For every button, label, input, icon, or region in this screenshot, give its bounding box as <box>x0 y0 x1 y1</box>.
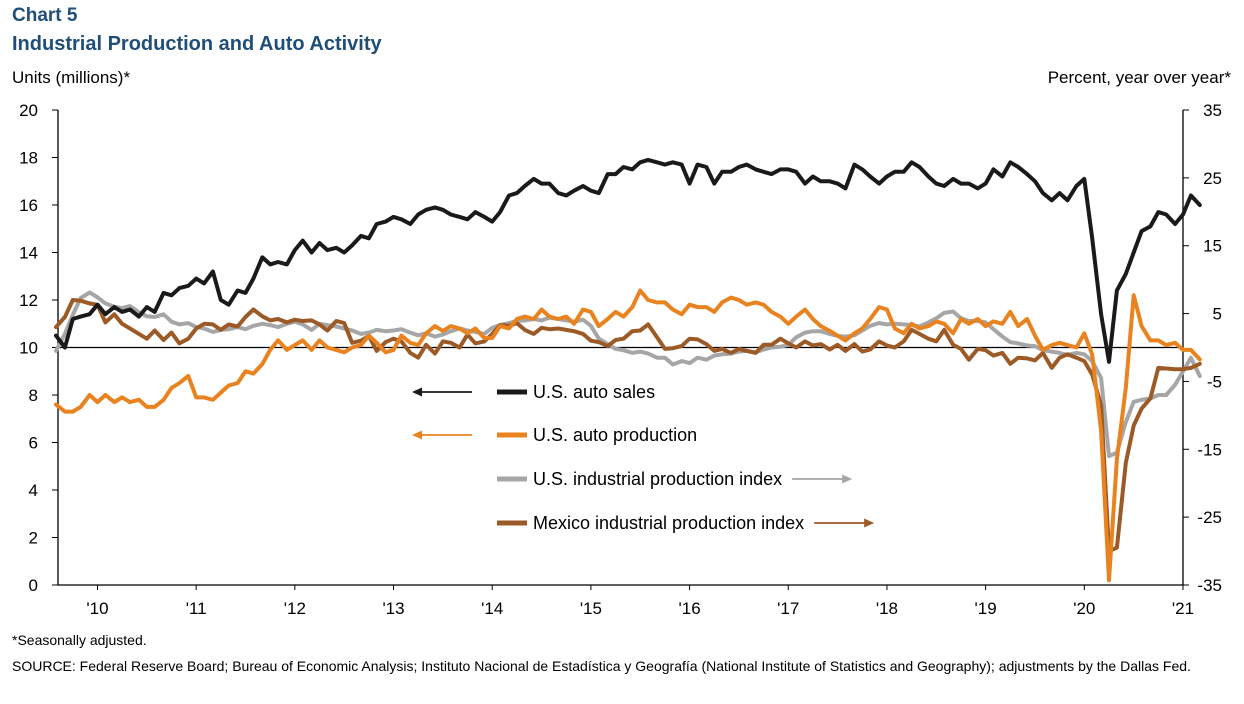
legend-arrowhead-mexico-industrial-production-index <box>864 518 875 528</box>
legend-arrowhead-u-s-auto-production <box>412 430 422 440</box>
chart-number: Chart 5 <box>12 5 78 26</box>
right-y-tick-label: 35 <box>1203 101 1222 120</box>
right-y-tick-label: 15 <box>1203 237 1222 256</box>
right-axis-unit-label: Percent, year over year* <box>1047 68 1231 87</box>
series-line-mexico-industrial-production-index <box>54 298 1202 554</box>
right-y-tick-label: -15 <box>1197 440 1222 459</box>
x-tick-label: '17 <box>777 599 799 618</box>
source-note: SOURCE: Federal Reserve Board; Bureau of… <box>12 658 1191 674</box>
left-y-tick-label: 12 <box>19 291 38 310</box>
legend-arrowhead-u-s-auto-sales <box>412 387 422 397</box>
left-y-tick-label: 20 <box>19 101 38 120</box>
x-tick-label: '16 <box>679 599 701 618</box>
x-tick-label: '10 <box>86 599 108 618</box>
left-y-tick-label: 0 <box>29 576 38 595</box>
left-y-tick-label: 10 <box>19 339 38 358</box>
left-y-tick-label: 4 <box>29 481 38 500</box>
left-y-tick-label: 14 <box>19 244 38 263</box>
legend-label-mexico-industrial-production-index: Mexico industrial production index <box>533 513 804 533</box>
x-tick-label: '11 <box>186 599 207 618</box>
x-tick-label: '21 <box>1172 599 1194 618</box>
left-y-tick-label: 18 <box>19 149 38 168</box>
series-line-u-s-auto-sales <box>54 157 1202 364</box>
left-axis-unit-label: Units (millions)* <box>12 68 131 87</box>
legend-label-u-s-auto-sales: U.S. auto sales <box>533 382 655 402</box>
legend-label-u-s-auto-production: U.S. auto production <box>533 425 697 445</box>
x-tick-label: '15 <box>580 599 602 618</box>
left-y-tick-label: 8 <box>29 386 38 405</box>
x-tick-label: '18 <box>876 599 898 618</box>
series-line-u-s-industrial-production-index <box>54 290 1202 459</box>
left-y-tick-label: 16 <box>19 196 38 215</box>
x-tick-label: '14 <box>481 599 503 618</box>
x-tick-label: '12 <box>284 599 306 618</box>
x-tick-label: '19 <box>975 599 997 618</box>
footnote: *Seasonally adjusted. <box>12 632 147 648</box>
series-line-u-s-auto-production <box>54 288 1202 583</box>
legend-label-u-s-industrial-production-index: U.S. industrial production index <box>533 469 782 489</box>
right-y-tick-label: -25 <box>1197 508 1222 527</box>
right-y-tick-label: -5 <box>1207 372 1222 391</box>
right-y-tick-label: -35 <box>1197 576 1222 595</box>
legend-arrowhead-u-s-industrial-production-index <box>842 474 853 484</box>
chart-title: Industrial Production and Auto Activity <box>12 33 382 55</box>
x-tick-label: '13 <box>382 599 404 618</box>
left-y-tick-label: 2 <box>29 529 38 548</box>
right-y-tick-label: 5 <box>1213 305 1222 324</box>
right-y-tick-label: 25 <box>1203 169 1222 188</box>
left-y-tick-label: 6 <box>29 434 38 453</box>
x-tick-label: '20 <box>1073 599 1095 618</box>
